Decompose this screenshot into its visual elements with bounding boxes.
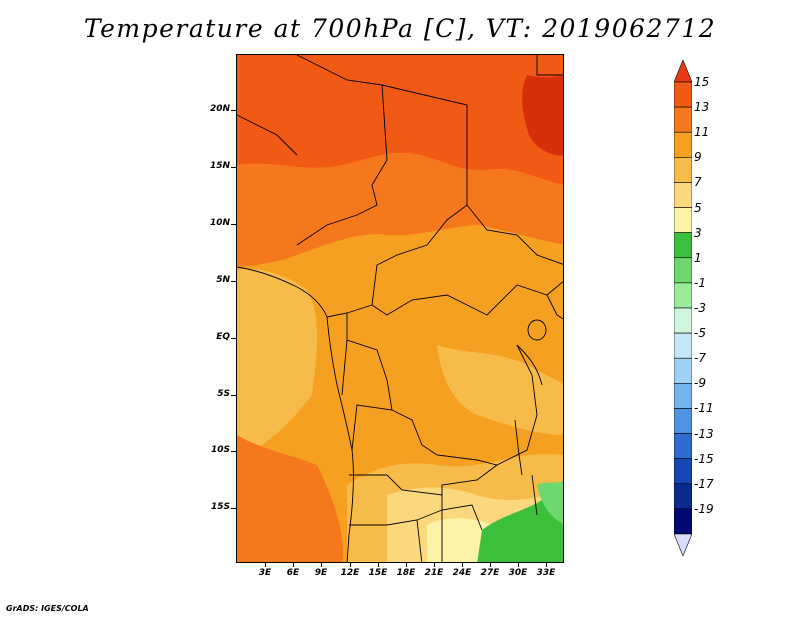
colorbar-label: -15 <box>694 451 714 466</box>
map-title: Temperature at 700hPa [C], VT: 201906271… <box>83 14 717 43</box>
colorbar-swatch <box>674 157 692 183</box>
colorbar-swatch <box>674 207 692 233</box>
lon-tick <box>490 563 491 567</box>
colorbar-swatch <box>674 383 692 409</box>
lon-label-27e: 27E <box>480 568 500 578</box>
lat-tick <box>231 451 236 452</box>
lon-label-9e: 9E <box>314 568 328 578</box>
lon-label-6e: 6E <box>286 568 300 578</box>
colorbar-label: -17 <box>694 476 714 491</box>
lon-tick <box>350 563 351 567</box>
lon-tick <box>293 563 294 567</box>
colorbar-label: -3 <box>694 301 706 315</box>
colorbar <box>674 60 692 556</box>
lon-label-24e: 24E <box>452 568 472 578</box>
lon-tick <box>406 563 407 567</box>
lon-label-12e: 12E <box>340 568 360 578</box>
colorbar-swatch <box>674 357 692 384</box>
lon-label-15e: 15E <box>368 568 388 578</box>
colorbar-label: -11 <box>694 401 714 416</box>
colorbar-swatch <box>674 106 692 133</box>
colorbar-label: -5 <box>694 326 706 341</box>
colorbar-bottom-arrow <box>674 533 692 556</box>
lat-tick <box>231 224 236 225</box>
lon-label-3e: 3E <box>258 568 272 578</box>
lat-label-15n: 15N <box>209 161 230 171</box>
lat-tick <box>231 508 236 509</box>
lon-label-33e: 33E <box>536 568 556 578</box>
lat-label-5s: 5S <box>217 389 230 399</box>
colorbar-swatch <box>674 232 692 259</box>
colorbar-swatch <box>674 257 692 284</box>
colorbar-swatch <box>674 332 692 359</box>
colorbar-swatch <box>674 483 692 510</box>
lon-tick <box>518 563 519 567</box>
colorbar-swatch <box>674 182 692 208</box>
credit-text: GrADS: IGES/COLA <box>6 604 89 613</box>
colorbar-top-arrow <box>674 60 692 83</box>
lat-label-eq: EQ <box>216 332 230 342</box>
colorbar-label: 7 <box>694 175 702 190</box>
colorbar-swatch <box>674 81 692 108</box>
lon-tick <box>462 563 463 567</box>
colorbar-swatch <box>674 458 692 485</box>
colorbar-swatch <box>674 433 692 459</box>
lat-tick <box>231 395 236 396</box>
lat-label-10s: 10S <box>210 445 230 455</box>
lat-label-10n: 10N <box>209 218 230 228</box>
colorbar-label: -1 <box>694 275 706 290</box>
lat-tick <box>231 167 236 168</box>
lon-tick <box>265 563 266 567</box>
lon-tick <box>546 563 547 567</box>
lat-label-15s: 15S <box>210 502 230 512</box>
colorbar-label: 9 <box>694 150 702 165</box>
colorbar-label: -13 <box>694 426 714 441</box>
colorbar-swatch <box>674 307 692 334</box>
colorbar-label: 11 <box>694 125 710 140</box>
lat-tick <box>231 281 236 282</box>
colorbar-swatch <box>674 408 692 434</box>
lon-tick <box>378 563 379 567</box>
lat-label-5n: 5N <box>216 275 230 285</box>
lat-tick <box>231 338 236 339</box>
temperature-field <box>237 55 563 562</box>
colorbar-label: 5 <box>694 200 702 215</box>
colorbar-swatch <box>674 131 692 158</box>
colorbar-label: 15 <box>694 75 710 89</box>
colorbar-label: 1 <box>694 250 702 265</box>
lon-label-21e: 21E <box>424 568 444 578</box>
colorbar-label: -7 <box>694 351 706 366</box>
lon-label-30e: 30E <box>508 568 528 578</box>
colorbar-label: 3 <box>694 225 702 240</box>
lon-tick <box>321 563 322 567</box>
colorbar-swatch <box>674 282 692 309</box>
lon-label-18e: 18E <box>396 568 416 578</box>
colorbar-label: 13 <box>694 100 710 115</box>
temperature-map <box>236 54 564 563</box>
lon-tick <box>434 563 435 567</box>
colorbar-label: -9 <box>694 376 706 391</box>
lat-label-20n: 20N <box>209 104 230 114</box>
colorbar-label: -19 <box>694 501 714 516</box>
colorbar-swatch <box>674 508 692 535</box>
lat-tick <box>231 110 236 111</box>
